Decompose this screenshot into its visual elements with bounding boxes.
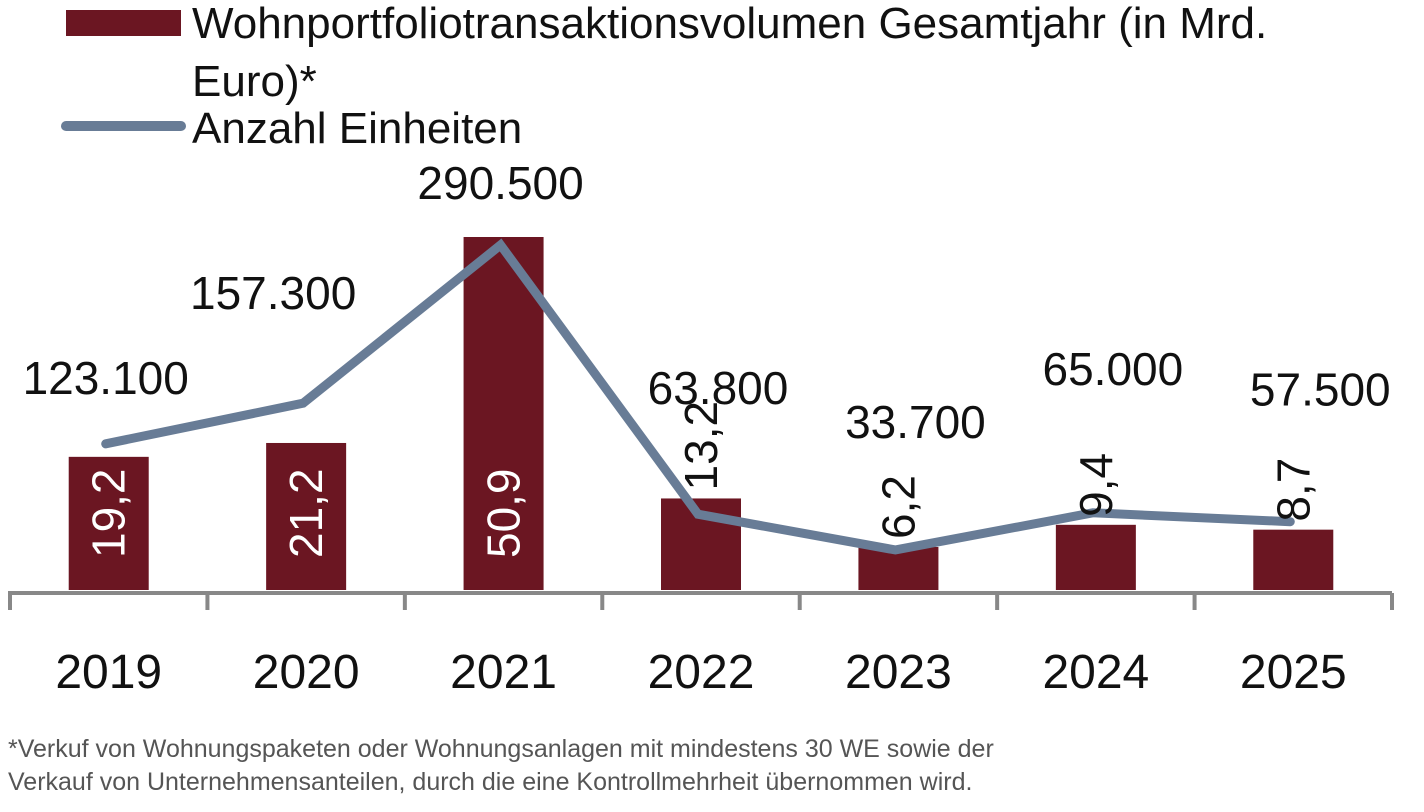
bar-2020: [266, 442, 347, 590]
x-tick-label-2020: 2020: [253, 646, 360, 699]
line-value-label-2019: 123.100: [23, 352, 189, 404]
legend-bar-label-line1: Wohnportfoliotransaktionsvolumen Gesamtj…: [192, 0, 1267, 48]
line-value-label-2023: 33.700: [845, 396, 986, 448]
bar-2025: [1253, 529, 1334, 590]
legend-bar-label-line2: Euro)*: [192, 57, 317, 106]
line-value-label-2024: 65.000: [1043, 343, 1184, 395]
bar-2023: [858, 547, 939, 590]
x-tick-label-2021: 2021: [450, 646, 557, 699]
bar-value-label-2024: 9,4: [1070, 453, 1122, 517]
line-value-label-2025: 57.500: [1250, 364, 1391, 416]
bar-value-label-2025: 8,7: [1267, 458, 1319, 522]
bar-value-label-2023: 6,2: [872, 475, 924, 539]
line-value-label-2020: 157.300: [190, 267, 356, 319]
bar-value-label-2022: 13,2: [675, 401, 727, 491]
footnote-line-1: *Verkuf von Wohnungspaketen oder Wohnung…: [8, 735, 994, 763]
bar-2021: [463, 237, 544, 590]
bar-value-label-2019: 19,2: [83, 468, 135, 558]
x-tick-label-2022: 2022: [648, 646, 755, 699]
line-series: [101, 238, 1295, 555]
bar-2024: [1055, 524, 1136, 590]
x-tick-label-2019: 2019: [55, 646, 162, 699]
legend-line-label: Anzahl Einheiten: [192, 104, 522, 153]
bar-2019: [68, 456, 149, 590]
chart: Wohnportfoliotransaktionsvolumen Gesamtj…: [8, 0, 1394, 699]
x-tick-label-2024: 2024: [1042, 646, 1149, 699]
line-value-label-2021: 290.500: [417, 157, 583, 209]
x-tick-label-2023: 2023: [845, 646, 952, 699]
x-axis: 2019 2020 2021 2022 2023 2024 2025: [8, 591, 1394, 699]
footnote-line-2: Verkauf von Unternehmensanteilen, durch …: [8, 768, 973, 796]
footnote: *Verkuf von Wohnungspaketen oder Wohnung…: [8, 733, 1408, 799]
legend-bar-swatch: [66, 10, 181, 36]
x-tick-label-2025: 2025: [1240, 646, 1347, 699]
bar-value-label-2020: 21,2: [280, 468, 332, 558]
bar-value-label-2021: 50,9: [478, 468, 530, 558]
line-value-label-2022: 63.800: [648, 362, 789, 414]
legend: Wohnportfoliotransaktionsvolumen Gesamtj…: [61, 0, 1267, 153]
